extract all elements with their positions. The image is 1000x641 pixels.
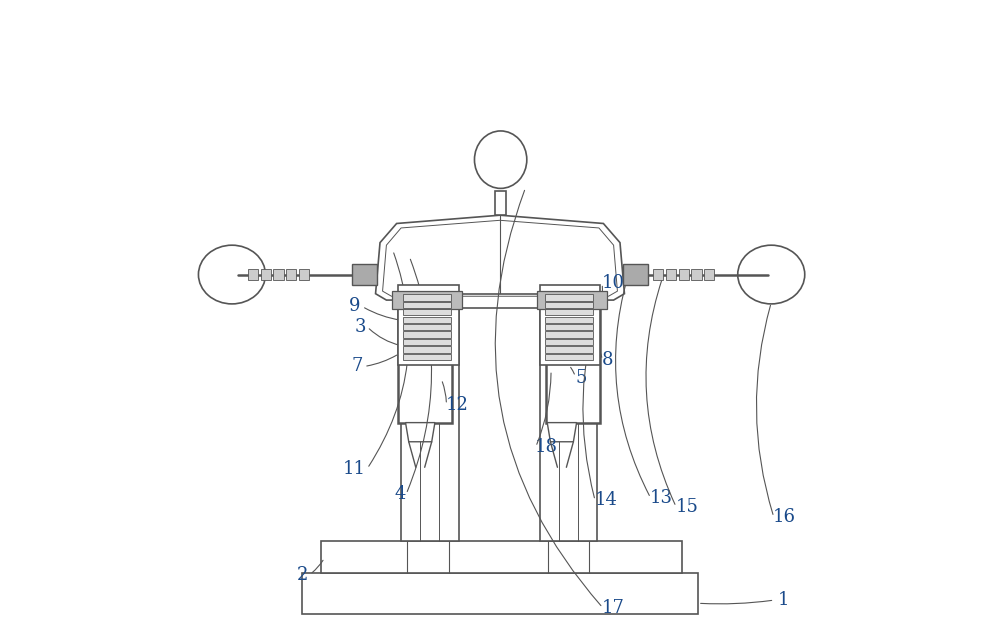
Bar xyxy=(401,304,459,541)
Bar xyxy=(545,346,593,353)
Bar xyxy=(392,291,462,309)
Ellipse shape xyxy=(738,246,805,304)
Bar xyxy=(546,304,600,422)
Text: 8: 8 xyxy=(602,351,614,369)
Polygon shape xyxy=(406,422,435,442)
Bar xyxy=(403,346,451,353)
Bar xyxy=(403,294,451,301)
Bar xyxy=(302,572,698,614)
Bar xyxy=(299,269,309,280)
Bar xyxy=(261,269,271,280)
Bar xyxy=(679,269,689,280)
Text: 4: 4 xyxy=(394,485,406,503)
Bar xyxy=(653,269,663,280)
Bar xyxy=(495,191,506,215)
Bar xyxy=(286,269,296,280)
Bar xyxy=(398,304,452,422)
Ellipse shape xyxy=(198,246,265,304)
Text: 17: 17 xyxy=(602,599,625,617)
Ellipse shape xyxy=(474,131,527,188)
Bar xyxy=(403,339,451,345)
Text: 5: 5 xyxy=(575,369,587,387)
Text: 12: 12 xyxy=(446,395,469,413)
Bar xyxy=(540,285,600,365)
Bar xyxy=(537,291,607,309)
Bar xyxy=(545,294,593,301)
Text: 3: 3 xyxy=(354,318,366,336)
Text: 9: 9 xyxy=(349,297,361,315)
Bar xyxy=(545,331,593,338)
Bar xyxy=(403,317,451,323)
Bar xyxy=(403,324,451,330)
Bar xyxy=(691,269,702,280)
Bar xyxy=(401,294,597,308)
Text: 14: 14 xyxy=(594,492,617,510)
Text: 18: 18 xyxy=(535,438,558,456)
Bar xyxy=(540,304,597,541)
Bar xyxy=(545,309,593,315)
Bar xyxy=(545,324,593,330)
Bar xyxy=(545,317,593,323)
Bar xyxy=(403,331,451,338)
Bar xyxy=(352,264,377,285)
Text: 2: 2 xyxy=(297,565,309,583)
Bar xyxy=(403,354,451,360)
Text: 7: 7 xyxy=(351,358,363,376)
Bar xyxy=(545,302,593,308)
Polygon shape xyxy=(376,215,624,300)
Bar xyxy=(273,269,284,280)
Bar xyxy=(704,269,714,280)
Bar xyxy=(545,339,593,345)
Bar xyxy=(398,285,459,365)
Text: 1: 1 xyxy=(778,591,789,609)
Text: 15: 15 xyxy=(676,498,698,516)
Text: 13: 13 xyxy=(650,489,673,507)
Bar xyxy=(666,269,676,280)
Bar xyxy=(321,541,682,572)
Text: 6: 6 xyxy=(575,308,587,326)
Bar xyxy=(248,269,258,280)
Bar xyxy=(403,302,451,308)
Bar xyxy=(403,309,451,315)
Polygon shape xyxy=(547,422,577,442)
Text: 16: 16 xyxy=(773,508,796,526)
Bar xyxy=(623,264,648,285)
Text: 11: 11 xyxy=(343,460,366,478)
Text: 10: 10 xyxy=(602,274,625,292)
Bar xyxy=(545,354,593,360)
